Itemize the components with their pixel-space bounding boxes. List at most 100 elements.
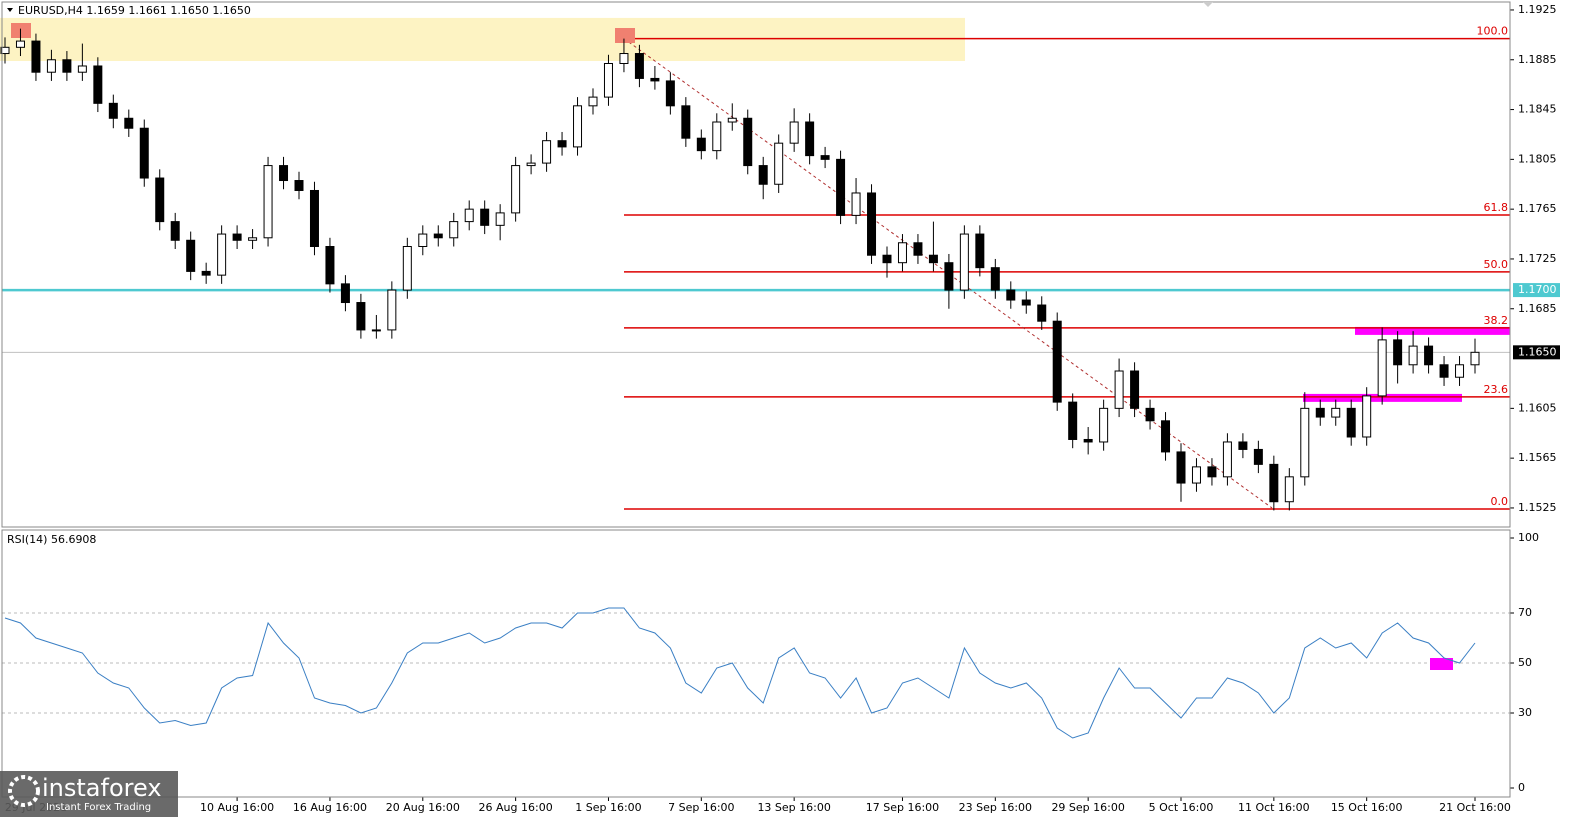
logo-name: instaforex (42, 774, 162, 802)
candle-body (1315, 407, 1325, 418)
y-tick-label: 1.1725 (1518, 252, 1557, 265)
x-tick-label: 5 Oct 16:00 (1149, 801, 1214, 814)
candle-body (433, 233, 443, 239)
candle-body (820, 155, 830, 160)
candle-body (217, 233, 227, 276)
chart-title: EURUSD,H4 1.1659 1.1661 1.1650 1.1650 (18, 4, 251, 17)
x-tick-label: 11 Oct 16:00 (1238, 801, 1310, 814)
logo: instaforex Instant Forex Trading (0, 771, 178, 817)
y-tick-label: 1.1565 (1518, 451, 1557, 464)
candle-body (31, 40, 41, 73)
candle-body (758, 165, 768, 185)
candle-body (340, 283, 350, 304)
y-tick-label: 1.1685 (1518, 302, 1557, 315)
fib-label: 38.2 (1484, 314, 1509, 327)
candle-body (851, 192, 861, 216)
candle-body (201, 270, 211, 276)
candle-body (232, 233, 242, 241)
candle-body (928, 254, 938, 264)
fib-label: 100.0 (1477, 25, 1509, 38)
indicator-title: RSI(14) 56.6908 (7, 533, 96, 546)
candle-body (665, 80, 675, 107)
candle-body (634, 53, 644, 79)
candle-body (882, 254, 892, 264)
candle-body (1439, 364, 1449, 378)
x-tick-label: 20 Aug 16:00 (386, 801, 460, 814)
candle-body (712, 121, 722, 152)
candle-body (681, 105, 691, 139)
level-tag (1513, 283, 1560, 298)
rsi-panel-frame (1, 529, 1511, 798)
candle-body (603, 62, 613, 98)
candle-body (1083, 438, 1093, 443)
candle-body (1424, 345, 1434, 366)
candle-body (1362, 395, 1372, 438)
zone (1430, 658, 1453, 670)
candle-body (1455, 364, 1465, 378)
candle-body (774, 142, 784, 185)
candle-body (542, 140, 552, 164)
logo-icon (8, 775, 40, 807)
candle-body (897, 242, 907, 264)
candle-body (1393, 339, 1403, 366)
price-panel-frame (1, 1, 1511, 528)
candle-body (1114, 370, 1124, 409)
candle-body (93, 65, 103, 104)
candle-body (1253, 448, 1263, 465)
candle-body (402, 246, 412, 291)
candle-body (480, 208, 490, 226)
candle-body (1021, 299, 1031, 306)
x-tick-label: 16 Aug 16:00 (293, 801, 367, 814)
fib-label: 61.8 (1484, 201, 1509, 214)
x-tick-label: 10 Aug 16:00 (200, 801, 274, 814)
current-price-label: 1.1650 (1518, 345, 1557, 358)
y-tick-label: 30 (1518, 706, 1532, 719)
candle-body (186, 239, 196, 272)
x-tick-label: 1 Sep 16:00 (575, 801, 641, 814)
candle-body (836, 158, 846, 216)
candle-body (139, 127, 149, 179)
y-tick-label: 1.1525 (1518, 501, 1557, 514)
candle-body (1207, 466, 1217, 478)
candle-body (325, 246, 335, 285)
x-tick-label: 23 Sep 16:00 (959, 801, 1032, 814)
candle-body (495, 212, 505, 226)
current-price-tag (1513, 345, 1560, 360)
candle-body (1052, 320, 1062, 403)
candle-body (1269, 463, 1279, 503)
candle-body (1238, 441, 1248, 450)
candle-body (573, 105, 583, 148)
candle-body (975, 233, 985, 269)
y-tick-label: 1.1845 (1518, 103, 1557, 116)
plot-layer: 100.061.850.038.223.60.029 Jul 202110 Au… (0, 3, 1560, 814)
anchor-marker (11, 23, 31, 38)
x-tick-label: 29 Sep 16:00 (1051, 801, 1124, 814)
candle-body (913, 242, 923, 256)
candle-body (696, 137, 706, 152)
zone (0, 17, 965, 62)
candle-body (805, 121, 815, 157)
candle-body (944, 262, 954, 291)
x-tick-label: 21 Oct 16:00 (1439, 801, 1511, 814)
x-tick-label: 26 Aug 16:00 (479, 801, 553, 814)
x-tick-label: 15 Oct 16:00 (1331, 801, 1403, 814)
candle-body (356, 302, 366, 331)
candle-body (557, 140, 567, 148)
rsi-line (4, 607, 1476, 739)
candle-body (959, 233, 969, 291)
candle-body (77, 65, 87, 73)
candle-body (650, 77, 660, 82)
menu-arrow[interactable] (7, 8, 13, 12)
candle-body (1068, 401, 1078, 440)
candle-body (464, 208, 474, 223)
candle-body (248, 237, 258, 241)
candle-body (1099, 407, 1109, 443)
candle-body (1130, 370, 1140, 409)
candle-body (526, 162, 536, 167)
y-tick-label: 100 (1518, 531, 1539, 544)
candle-body (1331, 407, 1341, 418)
candle-body (1284, 476, 1294, 503)
candle-body (170, 221, 180, 241)
